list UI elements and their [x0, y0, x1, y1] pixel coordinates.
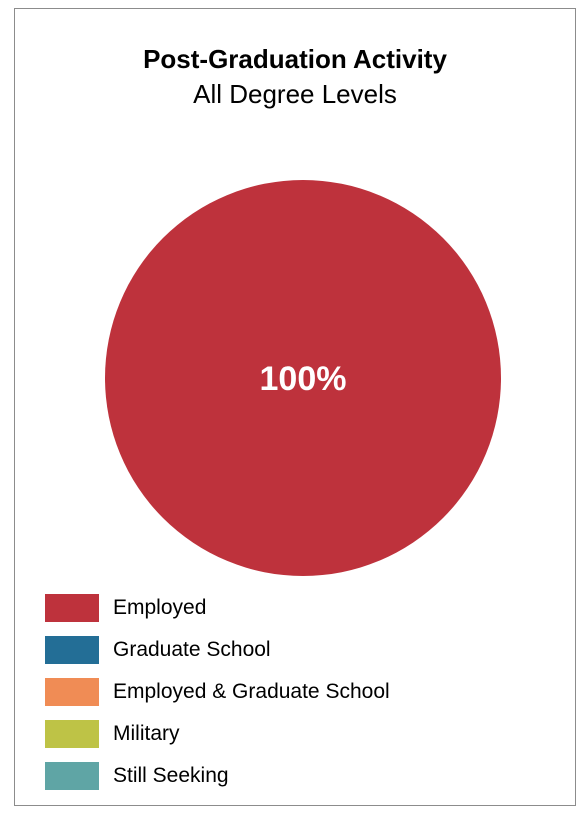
legend-swatch [45, 594, 99, 622]
chart-title: Post-Graduation Activity [143, 44, 447, 74]
chart-subtitle: All Degree Levels [193, 79, 397, 109]
legend-label: Graduate School [113, 638, 271, 661]
pie-slice-employed [105, 180, 501, 576]
legend-item: Military [45, 713, 545, 755]
legend-swatch [45, 720, 99, 748]
legend-label: Employed & Graduate School [113, 680, 390, 703]
legend-swatch [45, 762, 99, 790]
pie-chart: 100% [105, 180, 501, 576]
legend-label: Employed [113, 596, 207, 619]
legend-swatch [45, 678, 99, 706]
legend: Employed Graduate School Employed & Gradua… [45, 587, 545, 797]
legend-item: Employed & Graduate School [45, 671, 545, 713]
legend-item: Graduate School [45, 629, 545, 671]
pie-data-label: 100% [260, 360, 347, 398]
legend-swatch [45, 636, 99, 664]
legend-item: Employed [45, 587, 545, 629]
chart-frame: Post-Graduation Activity All Degree Leve… [14, 8, 576, 806]
legend-item: Still Seeking [45, 755, 545, 797]
legend-label: Military [113, 722, 180, 745]
legend-label: Still Seeking [113, 764, 229, 787]
